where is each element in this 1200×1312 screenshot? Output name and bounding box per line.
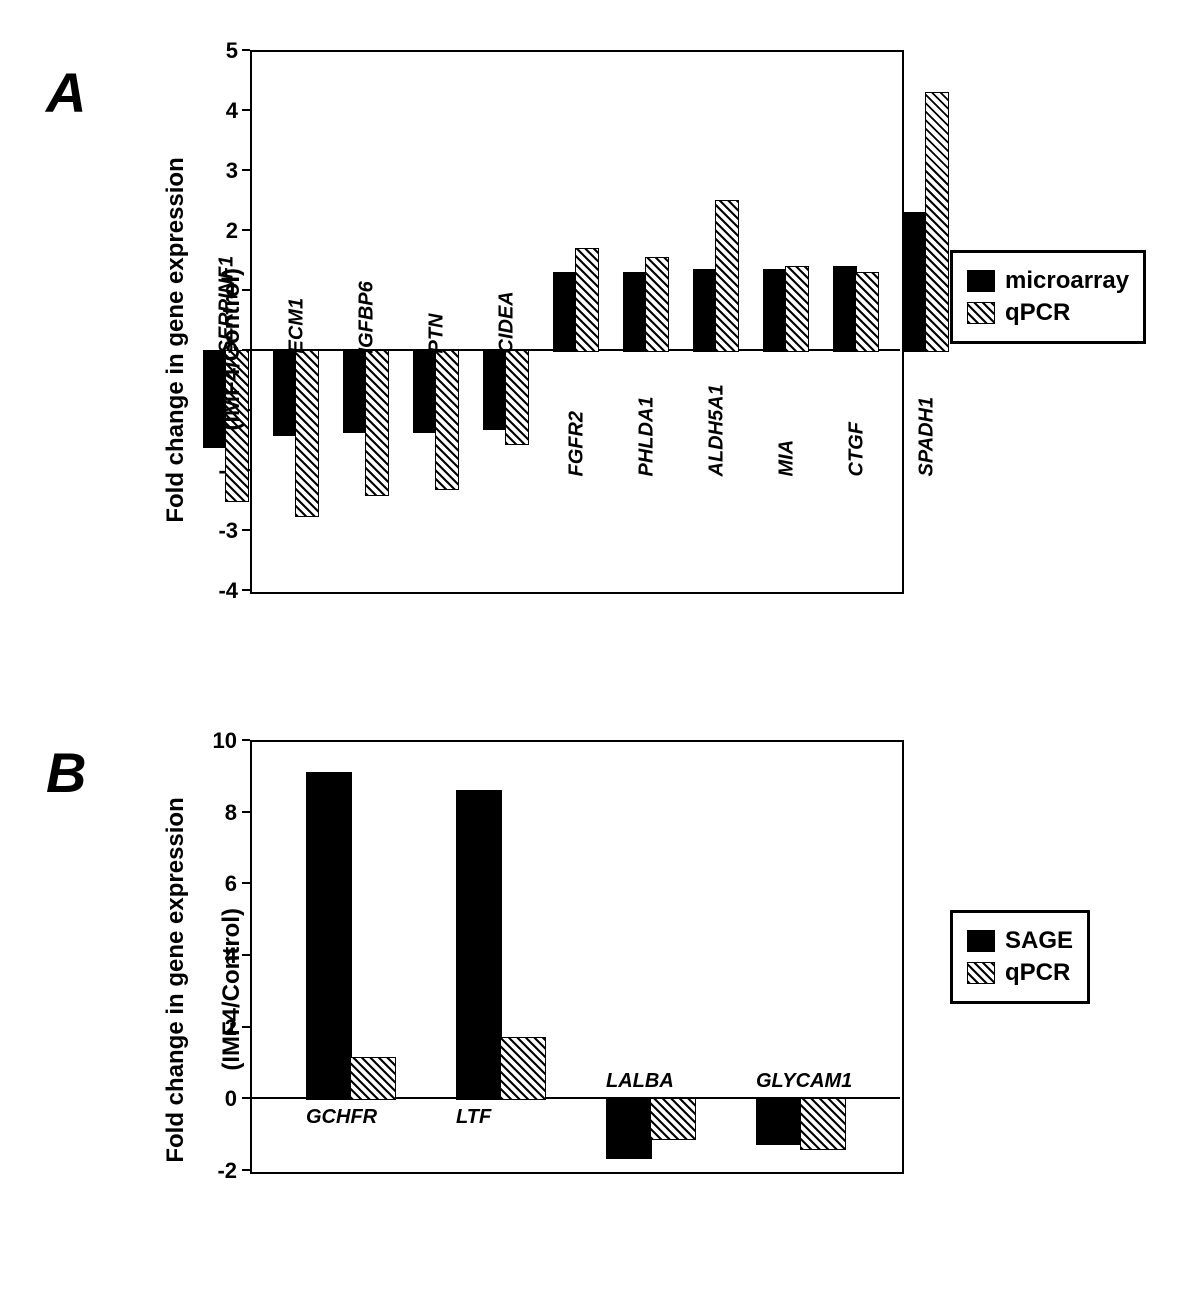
legend-swatch-solid bbox=[967, 930, 995, 952]
chart-b-bar-qpcr bbox=[500, 1037, 546, 1100]
chart-a-bar-microarray bbox=[273, 350, 297, 436]
chart-a-y-tick bbox=[242, 49, 250, 51]
legend-b-label-2: qPCR bbox=[1005, 959, 1070, 987]
chart-b-bar-sage bbox=[756, 1098, 802, 1145]
chart-a-category-label: FGFR2 bbox=[566, 411, 589, 477]
chart-a-bar-microarray bbox=[763, 269, 787, 352]
chart-a-y-title: Fold change in gene expression (IMF4/Con… bbox=[134, 176, 246, 536]
chart-b-category-label: GLYCAM1 bbox=[756, 1070, 852, 1093]
chart-a-category-label: PHLDA1 bbox=[636, 396, 659, 476]
chart-a-category-label: PTN bbox=[426, 314, 449, 354]
chart-b-bar-qpcr bbox=[650, 1098, 696, 1139]
chart-b-bar-sage bbox=[456, 790, 502, 1100]
chart-b-y-tick bbox=[242, 739, 250, 741]
chart-a-category-label: MIA bbox=[776, 440, 799, 477]
chart-a-bar-qpcr bbox=[295, 350, 319, 517]
chart-b-category-label: GCHFR bbox=[306, 1106, 377, 1129]
chart-a-bar-qpcr bbox=[365, 350, 389, 496]
legend-b-row-qpcr: qPCR bbox=[967, 959, 1073, 987]
chart-a-bar-qpcr bbox=[925, 92, 949, 352]
chart-a-bar-microarray bbox=[833, 266, 857, 352]
legend-a-row-microarray: microarray bbox=[967, 267, 1129, 295]
chart-a-y-tick-label: -4 bbox=[200, 578, 238, 604]
chart-a-y-tick bbox=[242, 169, 250, 171]
legend-b-label-1: SAGE bbox=[1005, 927, 1073, 955]
chart-b-y-title-line2: (IMF4/Control) bbox=[218, 908, 245, 1071]
chart-a-bar-qpcr bbox=[435, 350, 459, 490]
chart-a-category-label: ECM1 bbox=[286, 298, 309, 354]
chart-a-bar-qpcr bbox=[785, 266, 809, 352]
chart-a-y-tick bbox=[242, 589, 250, 591]
chart-a-bar-qpcr bbox=[715, 200, 739, 352]
chart-a-bar-microarray bbox=[553, 272, 577, 352]
chart-a-category-label: CIDEA bbox=[496, 291, 519, 353]
panel-b-label: B bbox=[46, 740, 86, 805]
chart-a-y-title-line1: Fold change in gene expression bbox=[162, 157, 189, 522]
legend-a-row-qpcr: qPCR bbox=[967, 299, 1129, 327]
chart-a-bar-microarray bbox=[413, 350, 437, 433]
chart-b-bar-qpcr bbox=[800, 1098, 846, 1150]
chart-b-y-title: Fold change in gene expression (IMF4/Con… bbox=[134, 816, 246, 1176]
chart-b-category-label: LALBA bbox=[606, 1070, 674, 1093]
chart-a-bar-qpcr bbox=[575, 248, 599, 352]
legend-a: microarray qPCR bbox=[950, 250, 1146, 344]
chart-b-y-title-line1: Fold change in gene expression bbox=[162, 797, 189, 1162]
chart-a-y-title-line2: (IMF4/Control) bbox=[218, 268, 245, 431]
legend-b: SAGE qPCR bbox=[950, 910, 1090, 1004]
legend-swatch-hatch bbox=[967, 302, 995, 324]
chart-b-bar-sage bbox=[606, 1098, 652, 1159]
chart-a-bar-microarray bbox=[343, 350, 367, 433]
chart-b-y-tick-label: 10 bbox=[195, 728, 237, 754]
chart-b-bar-qpcr bbox=[350, 1057, 396, 1100]
chart-a-bar-qpcr bbox=[645, 257, 669, 352]
chart-a: -4-3-2-1012345SERPINF1ECM1IGFBP6PTNCIDEA… bbox=[250, 50, 900, 590]
chart-a-category-label: SPADH1 bbox=[916, 397, 939, 477]
chart-b-category-label: LTF bbox=[456, 1106, 491, 1129]
chart-b-y-tick bbox=[242, 811, 250, 813]
chart-b-bar-sage bbox=[306, 772, 352, 1100]
chart-a-bar-qpcr bbox=[505, 350, 529, 445]
chart-a-category-label: IGFBP6 bbox=[356, 281, 379, 353]
chart-a-bar-microarray bbox=[903, 212, 927, 352]
chart-a-y-tick-label: 5 bbox=[200, 38, 238, 64]
legend-b-row-sage: SAGE bbox=[967, 927, 1073, 955]
legend-a-label-1: microarray bbox=[1005, 267, 1129, 295]
chart-a-bar-qpcr bbox=[855, 272, 879, 352]
legend-swatch-hatch bbox=[967, 962, 995, 984]
chart-a-category-label: ALDH5A1 bbox=[706, 384, 729, 476]
chart-a-bar-microarray bbox=[483, 350, 507, 430]
legend-a-label-2: qPCR bbox=[1005, 299, 1070, 327]
chart-a-bar-microarray bbox=[693, 269, 717, 352]
legend-swatch-solid bbox=[967, 270, 995, 292]
chart-b: -20246810GCHFRLTFLALBAGLYCAM1 bbox=[250, 740, 900, 1170]
chart-a-y-tick bbox=[242, 109, 250, 111]
panel-a-label: A bbox=[46, 60, 86, 125]
chart-a-category-label: CTGF bbox=[846, 422, 869, 476]
chart-a-y-tick-label: 4 bbox=[200, 98, 238, 124]
chart-a-bar-microarray bbox=[623, 272, 647, 352]
